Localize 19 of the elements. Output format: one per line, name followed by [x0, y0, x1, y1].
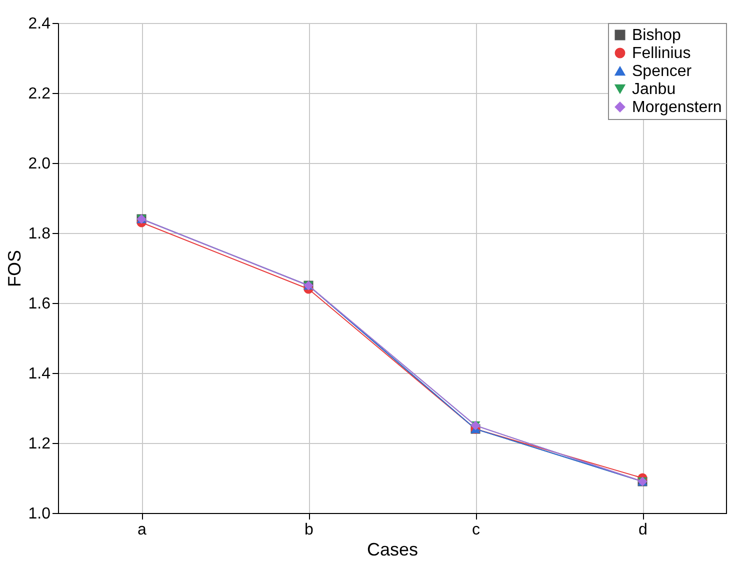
x-tick-label: a: [138, 522, 147, 538]
legend-label: Spencer: [632, 63, 692, 80]
y-tick-label: 1.2: [28, 436, 51, 452]
y-tick-label: 2.0: [28, 156, 51, 172]
y-axis-title: FOS: [4, 250, 24, 288]
y-tick-label: 2.4: [28, 16, 51, 32]
x-tick-label: c: [472, 522, 480, 538]
y-tick-label: 1.0: [28, 506, 51, 522]
y-tick-label: 1.4: [28, 366, 51, 382]
x-axis-title: Cases: [366, 540, 418, 560]
x-tick-label: d: [638, 522, 648, 538]
legend-label: Janbu: [632, 81, 676, 98]
y-tick-label: 1.8: [28, 226, 51, 242]
legend-label: Bishop: [632, 27, 682, 44]
y-tick-label: 1.6: [28, 296, 51, 312]
legend-label: Morgenstern: [632, 99, 722, 116]
legend-label: Fellinius: [632, 45, 691, 62]
x-tick-label: b: [304, 522, 314, 538]
y-tick-label: 2.2: [28, 86, 51, 102]
